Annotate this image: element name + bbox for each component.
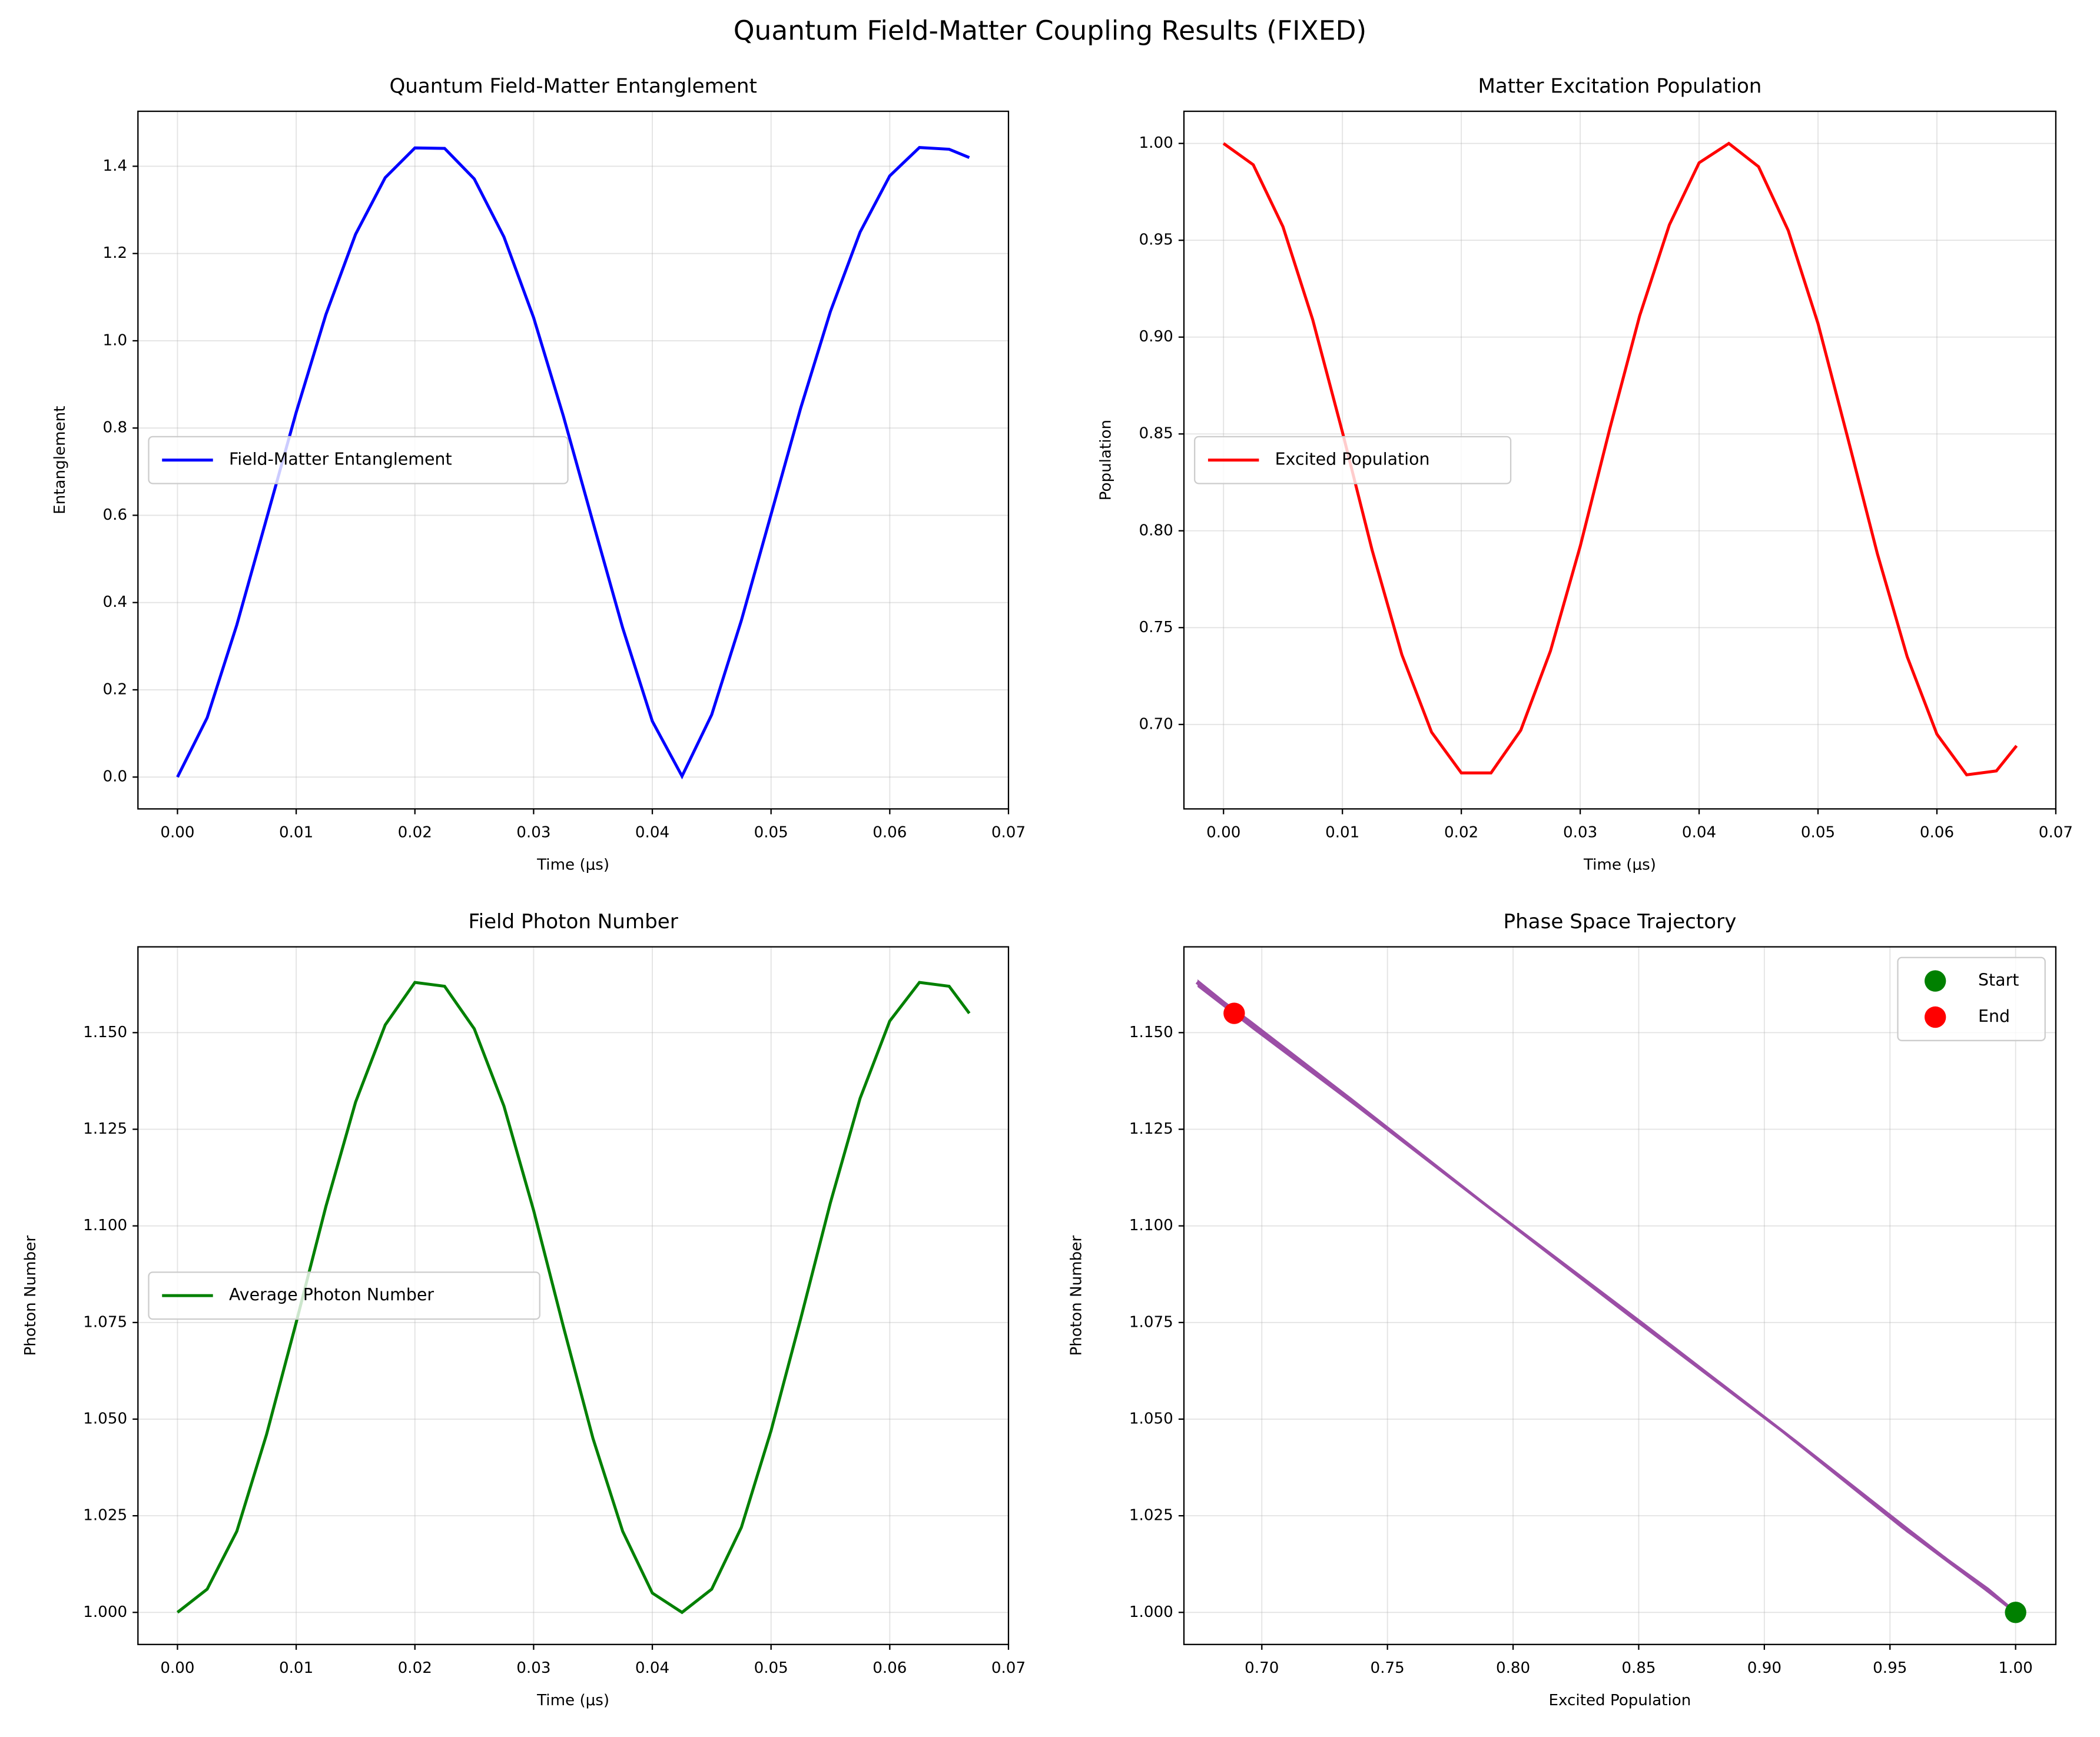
x-axis-label: Time (μs)	[1583, 856, 1656, 874]
x-tick-label: 0.07	[991, 1659, 1026, 1677]
axes-frame	[1183, 110, 2057, 810]
x-tick-label: 0.04	[635, 1659, 669, 1677]
chart-title: Phase Space Trajectory	[1504, 910, 1737, 934]
y-tick-label: 0.70	[1139, 715, 1173, 733]
legend: Excited Population	[1194, 436, 1512, 484]
y-tick-label: 0.0	[103, 768, 128, 786]
x-tick-label: 0.03	[516, 1659, 550, 1677]
x-tick-label: 0.06	[1920, 824, 1954, 842]
x-tick-label: 0.01	[279, 1659, 313, 1677]
data-line	[1222, 141, 2018, 777]
y-tick-label: 1.025	[83, 1507, 127, 1525]
legend-box	[148, 1271, 540, 1320]
axes-frame	[137, 946, 1010, 1645]
y-axis-label: Population	[1097, 420, 1115, 500]
legend: Average Photon Number	[148, 1271, 540, 1320]
y-tick-label: 1.00	[1139, 134, 1173, 152]
y-tick-label: 0.75	[1139, 619, 1173, 636]
data-line	[176, 146, 970, 780]
x-tick-label: 0.07	[2039, 824, 2073, 842]
data-point	[2005, 1602, 2026, 1623]
legend-box	[1897, 956, 2046, 1041]
y-tick-label: 1.125	[83, 1120, 127, 1138]
x-tick-label: 0.01	[279, 824, 313, 842]
x-tick-label: 0.90	[1747, 1659, 1781, 1677]
x-tick-label: 0.03	[516, 824, 550, 842]
x-tick-label: 0.01	[1325, 824, 1359, 842]
data-point	[1223, 1002, 1245, 1024]
legend-label: Start	[1978, 971, 2019, 990]
x-axis-label: Time (μs)	[536, 856, 609, 874]
legend-label: End	[1978, 1007, 2010, 1026]
x-tick-label: 0.00	[160, 824, 194, 842]
x-tick-label: 1.00	[1999, 1659, 2033, 1677]
y-tick-label: 1.050	[83, 1410, 127, 1427]
y-tick-label: 1.100	[1129, 1217, 1173, 1234]
axes-frame	[137, 110, 1010, 810]
x-tick-label: 0.06	[872, 824, 907, 842]
x-tick-label: 0.07	[991, 824, 1026, 842]
legend-swatch	[1924, 1006, 1946, 1028]
chart-title: Quantum Field-Matter Entanglement	[389, 75, 757, 98]
legend: Start End	[1897, 956, 2046, 1041]
y-tick-label: 0.90	[1139, 328, 1173, 346]
x-axis-label: Time (μs)	[536, 1692, 609, 1709]
legend-label: Excited Population	[1275, 450, 1430, 469]
y-tick-label: 1.4	[103, 157, 128, 175]
x-tick-label: 0.95	[1873, 1659, 1907, 1677]
y-tick-label: 1.000	[83, 1603, 127, 1621]
legend-box	[1194, 436, 1512, 484]
x-tick-label: 0.00	[1206, 824, 1240, 842]
y-tick-label: 1.0	[103, 331, 128, 349]
data-line	[176, 981, 971, 1615]
y-tick-label: 1.075	[83, 1313, 127, 1331]
chart-title: Field Photon Number	[468, 910, 678, 934]
legend-label: Average Photon Number	[229, 1285, 434, 1304]
x-tick-label: 0.05	[754, 824, 788, 842]
x-tick-label: 0.00	[160, 1659, 194, 1677]
x-tick-label: 0.02	[398, 1659, 432, 1677]
x-tick-label: 0.02	[1444, 824, 1478, 842]
y-tick-label: 0.2	[103, 680, 128, 698]
y-axis-label: Photon Number	[22, 1236, 39, 1356]
figure-title: Quantum Field-Matter Coupling Results (F…	[734, 15, 1366, 46]
y-tick-label: 1.125	[1129, 1120, 1173, 1138]
y-tick-label: 0.80	[1139, 522, 1173, 539]
legend-swatch	[1924, 970, 1946, 992]
x-tick-label: 0.75	[1371, 1659, 1405, 1677]
legend: Field-Matter Entanglement	[148, 436, 569, 484]
y-tick-label: 0.6	[103, 506, 128, 524]
chart-title: Matter Excitation Population	[1478, 75, 1761, 98]
y-axis-label: Entanglement	[51, 406, 69, 514]
x-tick-label: 0.06	[872, 1659, 907, 1677]
x-tick-label: 0.03	[1563, 824, 1597, 842]
y-tick-label: 0.95	[1139, 231, 1173, 249]
y-tick-label: 1.000	[1129, 1603, 1173, 1621]
y-tick-label: 0.8	[103, 419, 128, 437]
x-tick-label: 0.05	[1801, 824, 1835, 842]
x-tick-label: 0.05	[754, 1659, 788, 1677]
y-tick-label: 0.85	[1139, 425, 1173, 443]
x-tick-label: 0.80	[1496, 1659, 1530, 1677]
y-tick-label: 1.025	[1129, 1507, 1173, 1525]
data-line	[1195, 979, 2017, 1614]
x-axis-label: Excited Population	[1549, 1692, 1691, 1709]
legend-box	[148, 436, 569, 484]
legend-label: Field-Matter Entanglement	[229, 450, 452, 469]
y-axis-label: Photon Number	[1067, 1236, 1085, 1356]
y-tick-label: 1.2	[103, 244, 128, 262]
y-tick-label: 1.050	[1129, 1410, 1173, 1427]
y-tick-label: 1.100	[83, 1217, 127, 1234]
axes-frame	[1183, 946, 2057, 1645]
x-tick-label: 0.04	[635, 824, 669, 842]
y-tick-label: 0.4	[103, 593, 128, 611]
x-tick-label: 0.85	[1621, 1659, 1656, 1677]
y-tick-label: 1.150	[1129, 1024, 1173, 1041]
x-tick-label: 0.70	[1245, 1659, 1279, 1677]
x-tick-label: 0.02	[398, 824, 432, 842]
x-tick-label: 0.04	[1682, 824, 1716, 842]
y-tick-label: 1.075	[1129, 1313, 1173, 1331]
y-tick-label: 1.150	[83, 1024, 127, 1041]
